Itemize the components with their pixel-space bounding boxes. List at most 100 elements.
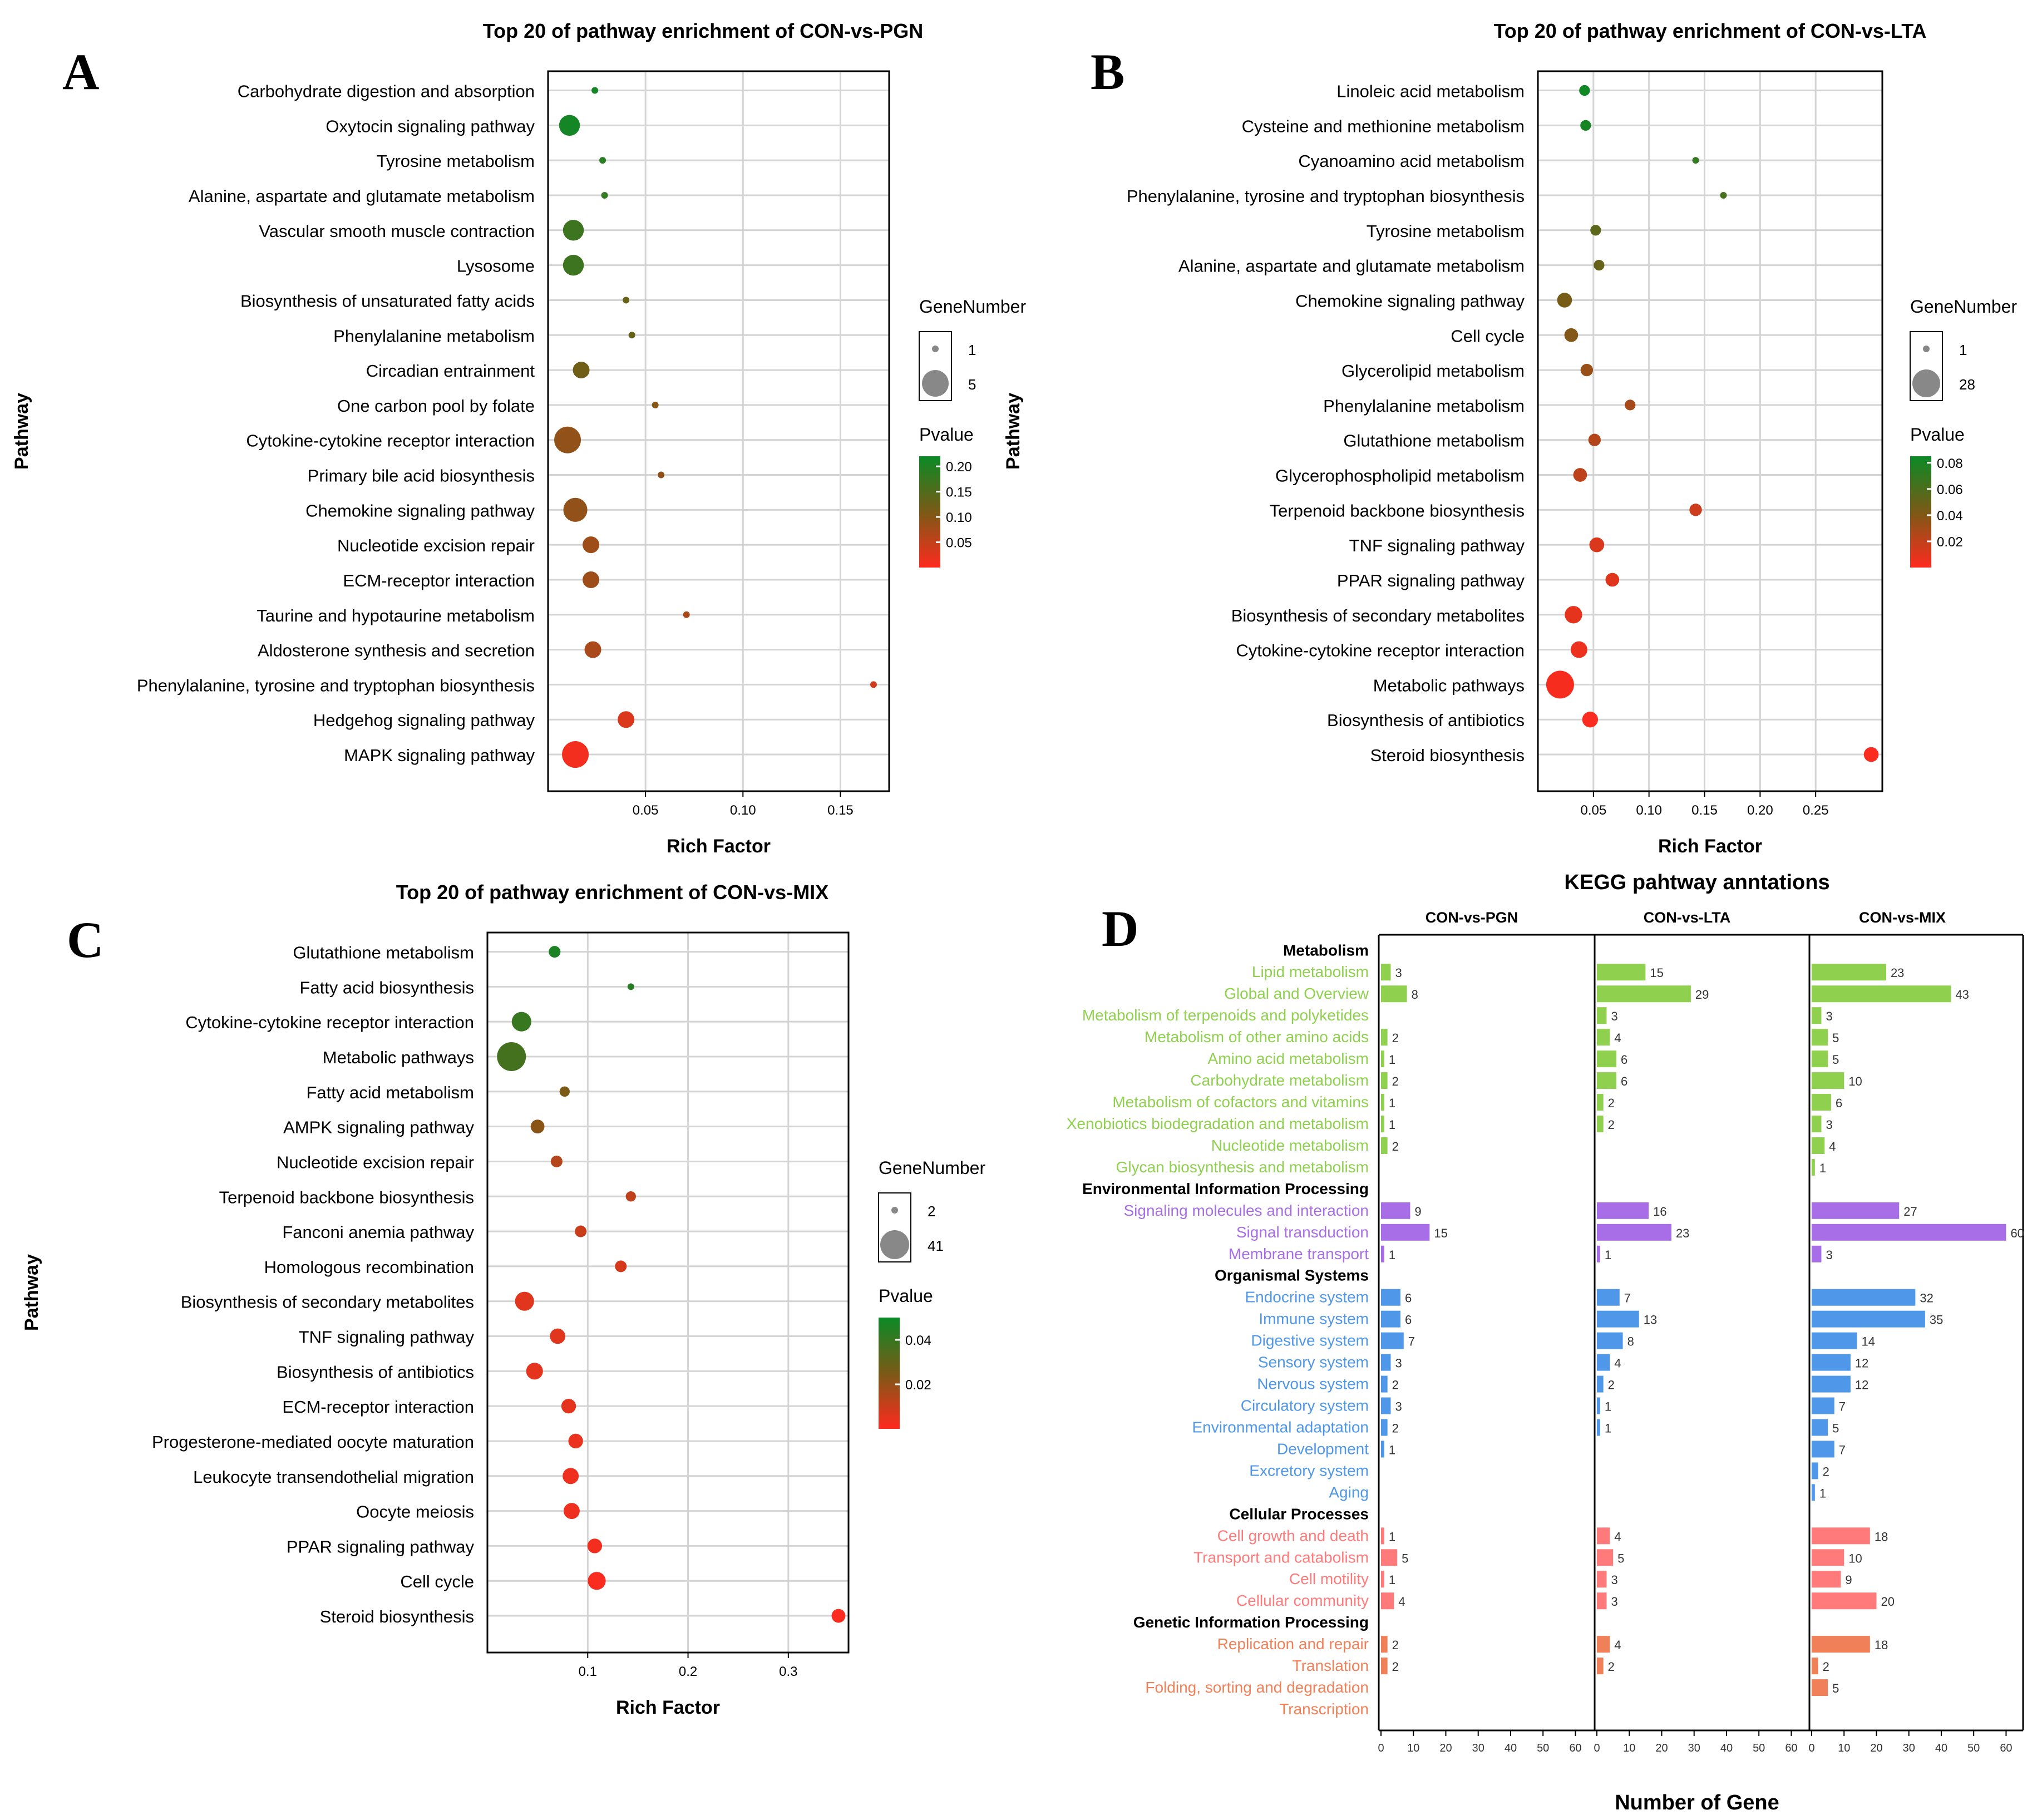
color-legend-tick-label: 0.08 (1937, 456, 1963, 471)
color-legend-bar (879, 1318, 900, 1429)
size-legend-min: 1 (1959, 342, 1967, 358)
series-header-con-vs-mix: CON-vs-MIX (1859, 909, 1946, 926)
bar-signaling-molecules-and-interaction-con-vs-lta (1597, 1202, 1649, 1219)
bubble-alanine-aspartate-and-glutamate-metabolism (601, 191, 608, 199)
color-legend-tick-label: 0.06 (1937, 482, 1963, 497)
bar-value-development-con-vs-pgn: 1 (1389, 1443, 1395, 1457)
bar-endocrine-system-con-vs-lta (1597, 1289, 1620, 1306)
bubble-tyrosine-metabolism (1590, 225, 1601, 236)
bar-sensory-system-con-vs-lta (1597, 1354, 1610, 1371)
bar-sensory-system-con-vs-mix (1812, 1354, 1851, 1371)
pathway-label-metabolism-of-cofactors-and-vitamins: Metabolism of cofactors and vitamins (1112, 1093, 1369, 1111)
bubble-glutathione-metabolism (1588, 433, 1601, 446)
bubble-mapk-signaling-pathway (562, 741, 589, 768)
bar-global-and-overview-con-vs-pgn (1381, 985, 1407, 1003)
pathway-label-nucleotide-excision-repair: Nucleotide excision repair (337, 536, 535, 555)
panel-letter-d: D (1102, 900, 1138, 957)
bar-cell-motility-con-vs-mix (1812, 1571, 1841, 1588)
pathway-label-excretory-system: Excretory system (1249, 1462, 1369, 1479)
bar-digestive-system-con-vs-mix (1812, 1332, 1857, 1349)
color-legend-tick-label: 0.15 (946, 485, 972, 500)
size-legend-title: GeneNumber (879, 1158, 985, 1178)
color-legend-title: Pvalue (879, 1286, 933, 1306)
pathway-label-signaling-molecules-and-interaction: Signaling molecules and interaction (1124, 1202, 1369, 1219)
pathway-label-environmental-adaptation: Environmental adaptation (1192, 1418, 1369, 1436)
bar-carbohydrate-metabolism-con-vs-pgn (1381, 1072, 1388, 1089)
pathway-label-metabolism-of-terpenoids-and-polyketides: Metabolism of terpenoids and polyketides (1082, 1007, 1369, 1024)
bubble-terpenoid-backbone-biosynthesis (1689, 504, 1702, 516)
size-legend-large-dot (1912, 369, 1940, 397)
bar-value-xenobiotics-biodegradation-and-metabolism-con-vs-lta: 2 (1608, 1118, 1615, 1132)
bubble-tnf-signaling-pathway (550, 1328, 566, 1344)
bar-development-con-vs-pgn (1381, 1441, 1384, 1458)
pathway-label-leukocyte-transendothelial-migration: Leukocyte transendothelial migration (193, 1467, 474, 1487)
x-tick-label: 10 (1407, 1742, 1419, 1754)
bar-metabolism-of-cofactors-and-vitamins-con-vs-mix (1812, 1094, 1831, 1111)
x-tick-label: 40 (1720, 1742, 1733, 1754)
pathway-label-replication-and-repair: Replication and repair (1217, 1635, 1369, 1653)
bar-membrane-transport-con-vs-mix (1812, 1245, 1822, 1262)
pathway-label-carbohydrate-digestion-and-absorption: Carbohydrate digestion and absorption (238, 82, 535, 101)
pathway-label-circulatory-system: Circulatory system (1241, 1397, 1369, 1414)
pathway-label-circadian-entrainment: Circadian entrainment (366, 361, 535, 381)
pathway-label-glycerophospholipid-metabolism: Glycerophospholipid metabolism (1275, 466, 1525, 486)
bar-value-translation-con-vs-pgn: 2 (1392, 1660, 1399, 1674)
bar-value-circulatory-system-con-vs-lta: 1 (1605, 1400, 1611, 1414)
pathway-label-glycan-biosynthesis-and-metabolism: Glycan biosynthesis and metabolism (1116, 1158, 1369, 1176)
x-axis-title: Number of Gene (1615, 1791, 1779, 1814)
size-legend-small-dot (891, 1207, 898, 1214)
bar-signal-transduction-con-vs-mix (1812, 1224, 2006, 1241)
bubble-vascular-smooth-muscle-contraction (563, 220, 584, 241)
bar-value-metabolism-of-cofactors-and-vitamins-con-vs-pgn: 1 (1389, 1096, 1395, 1110)
bar-value-immune-system-con-vs-pgn: 6 (1405, 1313, 1412, 1327)
pathway-label-cell-cycle: Cell cycle (400, 1572, 474, 1591)
bubble-aldosterone-synthesis-and-secretion (584, 641, 601, 658)
bar-nervous-system-con-vs-pgn (1381, 1375, 1388, 1393)
bar-nervous-system-con-vs-lta (1597, 1375, 1604, 1393)
bubble-phenylalanine-tyrosine-and-tryptophan-biosynthesis (870, 681, 877, 688)
bar-replication-and-repair-con-vs-pgn (1381, 1636, 1388, 1653)
pathway-label-glutathione-metabolism: Glutathione metabolism (293, 943, 474, 963)
x-tick-label: 0.1 (579, 1664, 597, 1679)
bubble-cell-cycle (588, 1572, 606, 1590)
category-header-metabolism: Metabolism (1283, 941, 1369, 959)
x-tick-label: 0.2 (679, 1664, 697, 1679)
pathway-label-ampk-signaling-pathway: AMPK signaling pathway (283, 1118, 474, 1137)
bar-value-signal-transduction-con-vs-pgn: 15 (1434, 1226, 1447, 1240)
bar-metabolism-of-cofactors-and-vitamins-con-vs-lta (1597, 1094, 1604, 1111)
pathway-label-metabolic-pathways: Metabolic pathways (323, 1048, 474, 1067)
bar-value-cell-growth-and-death-con-vs-lta: 4 (1614, 1530, 1621, 1543)
bar-signaling-molecules-and-interaction-con-vs-mix (1812, 1202, 1900, 1219)
bar-value-digestive-system-con-vs-mix: 14 (1862, 1335, 1875, 1349)
x-tick-label: 30 (1472, 1742, 1484, 1754)
bar-value-cell-growth-and-death-con-vs-mix: 18 (1875, 1530, 1888, 1543)
x-axis-title: Rich Factor (1658, 836, 1762, 857)
bar-value-carbohydrate-metabolism-con-vs-pgn: 2 (1392, 1074, 1399, 1088)
bubble-cysteine-and-methionine-metabolism (1580, 120, 1591, 131)
pathway-label-nucleotide-excision-repair: Nucleotide excision repair (277, 1152, 474, 1172)
bubble-carbohydrate-digestion-and-absorption (591, 87, 599, 94)
x-axis-title: Rich Factor (667, 836, 771, 857)
x-tick-label: 60 (1569, 1742, 1581, 1754)
x-tick-label: 0 (1808, 1742, 1814, 1754)
bar-value-nucleotide-metabolism-con-vs-mix: 4 (1829, 1140, 1836, 1153)
pathway-label-terpenoid-backbone-biosynthesis: Terpenoid backbone biosynthesis (1270, 501, 1525, 520)
bar-sensory-system-con-vs-pgn (1381, 1354, 1391, 1371)
bar-value-xenobiotics-biodegradation-and-metabolism-con-vs-pgn: 1 (1389, 1118, 1395, 1132)
bar-environmental-adaptation-con-vs-mix (1812, 1419, 1828, 1436)
pathway-label-ppar-signaling-pathway: PPAR signaling pathway (1337, 571, 1525, 590)
pathway-label-glutathione-metabolism: Glutathione metabolism (1343, 431, 1525, 451)
x-tick-label: 40 (1935, 1742, 1947, 1754)
bar-value-amino-acid-metabolism-con-vs-lta: 6 (1621, 1053, 1627, 1067)
panel-letter-a: A (62, 43, 99, 100)
pathway-label-biosynthesis-of-secondary-metabolites: Biosynthesis of secondary metabolites (181, 1293, 474, 1312)
bubble-progesterone-mediated-oocyte-maturation (568, 1433, 583, 1449)
panel-letter-c: C (67, 911, 103, 968)
bubble-ppar-signaling-pathway (587, 1538, 603, 1553)
pathway-label-cytokine-cytokine-receptor-interaction: Cytokine-cytokine receptor interaction (185, 1013, 474, 1032)
x-tick-label: 20 (1655, 1742, 1668, 1754)
bubble-cytokine-cytokine-receptor-interaction (511, 1012, 531, 1032)
bubble-glutathione-metabolism (549, 946, 561, 958)
bar-value-translation-con-vs-mix: 2 (1823, 1660, 1829, 1674)
bar-value-signal-transduction-con-vs-lta: 23 (1676, 1226, 1689, 1240)
